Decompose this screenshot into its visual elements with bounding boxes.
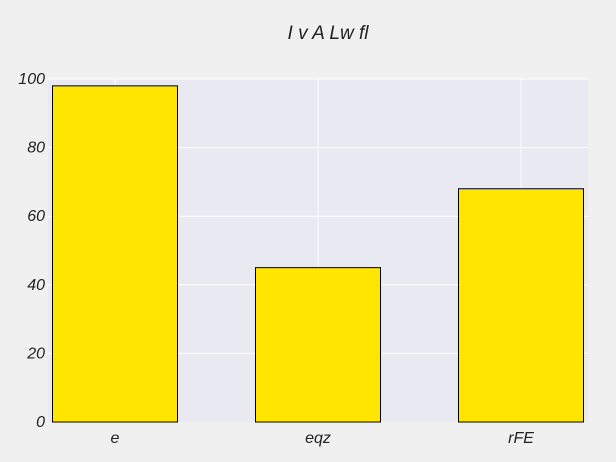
y-tick-label: 0 [36,414,45,431]
x-tick-label: e [111,430,120,447]
bars [52,85,584,423]
bar-eqz [255,267,381,423]
y-tick-label: 100 [18,71,45,88]
x-axis-ticks: e eqz rFE [111,430,535,447]
y-axis-ticks: 0 20 40 60 80 100 [18,71,45,431]
y-tick-label: 80 [27,140,45,157]
y-tick-label: 20 [26,345,45,362]
chart-title: I v A Lw fl [288,23,370,44]
bar-rFE [458,188,584,423]
bar-e [52,85,178,423]
y-tick-label: 40 [27,277,45,294]
x-tick-label: rFE [508,430,534,447]
x-tick-label: eqz [305,430,331,447]
y-tick-label: 60 [27,208,45,225]
